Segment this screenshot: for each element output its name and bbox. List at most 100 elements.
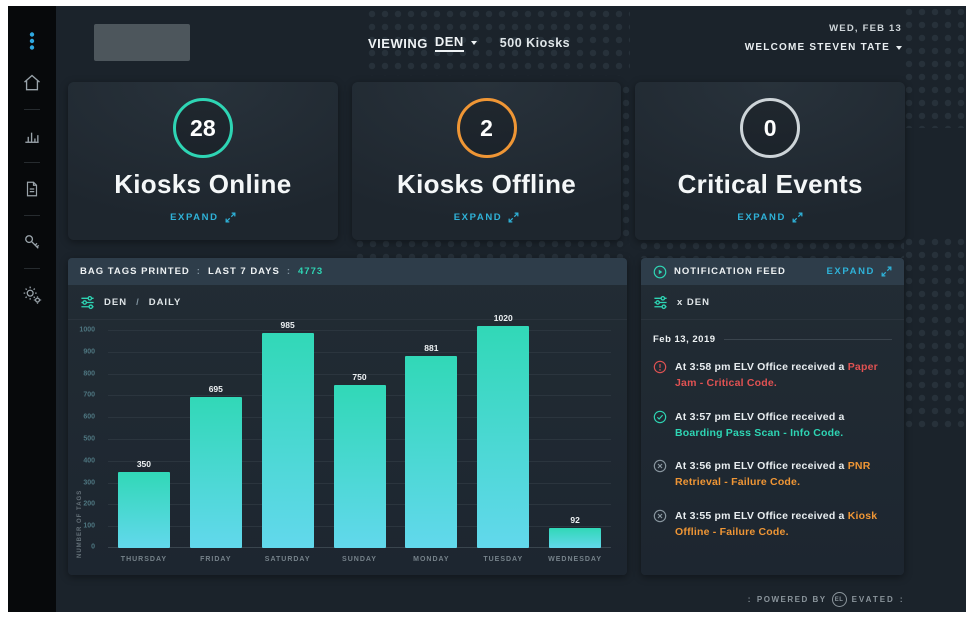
station-dropdown[interactable]: DEN (434, 34, 464, 52)
expand-label: EXPAND (453, 212, 503, 223)
stat-label: Kiosks Online (114, 169, 292, 199)
bar-column[interactable]: 92 (539, 330, 611, 548)
kiosk-count: 500 Kiosks (499, 36, 571, 50)
chevron-down-icon[interactable] (896, 45, 902, 50)
document-icon (26, 181, 38, 197)
decor-colon: : (747, 595, 752, 604)
notification-list: Feb 13, 2019 At 3:58 pm ELV Office recei… (641, 320, 904, 540)
x-circle-icon (653, 509, 667, 523)
notification-feed-title: NOTIFICATION FEED (674, 266, 786, 277)
sidebar-divider (24, 162, 40, 163)
bar-column[interactable]: 695 (180, 330, 252, 548)
x-axis-label: SATURDAY (264, 556, 311, 563)
bar[interactable] (117, 471, 170, 548)
bar-column[interactable]: 750 (324, 330, 396, 548)
notification-filter-bar: x DEN (641, 285, 904, 320)
y-tick-label: 800 (83, 370, 95, 378)
expand-label: EXPAND (737, 212, 786, 223)
feed-date-row: Feb 13, 2019 (653, 334, 892, 345)
powered-by-footer: : POWERED BY EL EVATED : (748, 592, 904, 607)
x-axis-label: WEDNESDAY (548, 556, 603, 563)
bar-column[interactable]: 1020 (467, 313, 539, 548)
filter-chip-den[interactable]: x DEN (677, 296, 710, 308)
y-tick-label: 1000 (79, 326, 95, 334)
chart-period[interactable]: DAILY (148, 296, 182, 308)
stat-value: 2 (480, 114, 493, 141)
x-axis-label: MONDAY (413, 556, 450, 563)
chart-title: BAG TAGS PRINTED (80, 266, 190, 277)
y-tick-label: 200 (83, 500, 95, 508)
powered-by-label: POWERED BY (756, 595, 827, 604)
notification-panel-header: NOTIFICATION FEED EXPAND (641, 258, 904, 285)
bar-column[interactable]: 985 (252, 320, 324, 548)
expand-label: EXPAND (170, 212, 219, 223)
expand-icon (225, 212, 236, 223)
sidebar-item-analytics[interactable] (20, 124, 44, 148)
expand-icon (792, 212, 803, 223)
filter-sliders-icon[interactable] (80, 295, 95, 310)
x-axis-labels: THURSDAY FRIDAY SATURDAY SUNDAY MONDAY TUESDA… (108, 556, 611, 563)
dot-pattern-decoration (356, 240, 630, 258)
expand-critical-events-button[interactable]: EXPAND (737, 212, 803, 223)
expand-kiosks-offline-button[interactable]: EXPAND (454, 212, 520, 223)
sidebar-item-reports[interactable] (20, 177, 44, 201)
x-axis-label: THURSDAY (120, 556, 168, 563)
feed-date: Feb 13, 2019 (653, 334, 716, 345)
y-tick-label: 0 (91, 543, 95, 551)
bar[interactable] (333, 384, 386, 548)
bar-plot: 350 695 985 750 881 1020 92 (108, 313, 611, 548)
notification-item[interactable]: At 3:56 pm ELV Office received a PNR Ret… (653, 458, 892, 491)
stat-value: 28 (190, 114, 216, 141)
y-tick-label: 900 (83, 348, 95, 356)
notification-item[interactable]: At 3:58 pm ELV Office received a Paper J… (653, 359, 892, 392)
bar[interactable] (261, 333, 314, 548)
home-icon (24, 74, 40, 91)
chart-panel-header: BAG TAGS PRINTED : LAST 7 DAYS : 4773 (68, 258, 627, 285)
alert-circle-icon (653, 360, 667, 374)
stat-label: Critical Events (677, 169, 863, 199)
sidebar-item-settings[interactable] (20, 283, 44, 307)
bar[interactable] (405, 355, 458, 548)
sidebar-item-access[interactable] (20, 230, 44, 254)
x-circle-icon (653, 459, 667, 473)
notification-item[interactable]: At 3:57 pm ELV Office received a Boardin… (653, 409, 892, 442)
notification-feed-panel: NOTIFICATION FEED EXPAND x DEN Feb 13, 2… (641, 258, 904, 575)
bar-column[interactable]: 881 (395, 330, 467, 548)
chevron-down-icon[interactable] (470, 41, 477, 45)
bag-tags-panel: BAG TAGS PRINTED : LAST 7 DAYS : 4773 DE… (68, 258, 627, 575)
sidebar-divider (24, 109, 40, 110)
check-circle-icon (653, 410, 667, 424)
notification-item[interactable]: At 3:55 pm ELV Office received a Kiosk O… (653, 508, 892, 541)
stat-label: Kiosks Offline (397, 169, 577, 199)
bar-chart-icon (25, 132, 39, 143)
y-tick-label: 100 (83, 522, 95, 530)
chart-scope[interactable]: DEN (104, 296, 128, 308)
kebab-menu-icon[interactable] (20, 29, 44, 53)
main-content: VIEWING DEN 500 Kiosks WED, FEB 13 WELCO… (56, 6, 966, 612)
stat-card-kiosks-online: 28 Kiosks Online EXPAND (68, 82, 338, 240)
filter-sliders-icon[interactable] (653, 295, 668, 310)
x-axis-label: SUNDAY (342, 556, 377, 563)
viewing-label: VIEWING (368, 35, 428, 51)
bar-value-label: 750 (352, 371, 367, 382)
gridline (108, 330, 611, 331)
bar[interactable] (189, 396, 242, 548)
sidebar-item-home[interactable] (20, 71, 44, 95)
chart-filter-bar: DEN / DAILY (68, 285, 627, 320)
bar[interactable] (477, 325, 530, 548)
separator: : (286, 266, 292, 277)
bar-column[interactable]: 350 (108, 330, 180, 548)
expand-notifications-button[interactable]: EXPAND (827, 266, 893, 277)
dot-pattern-decoration (622, 86, 636, 240)
play-circle-icon[interactable] (653, 265, 667, 279)
dot-pattern-decoration (368, 10, 630, 76)
dot-pattern-decoration (640, 242, 904, 258)
bar[interactable] (549, 527, 602, 548)
y-tick-label: 400 (83, 457, 95, 465)
stat-card-kiosks-offline: 2 Kiosks Offline EXPAND (351, 82, 622, 240)
expand-kiosks-online-button[interactable]: EXPAND (170, 212, 236, 223)
y-tick-label: 500 (83, 435, 95, 443)
stat-ring: 28 (172, 98, 233, 158)
user-menu[interactable]: WELCOME STEVEN TATE (745, 42, 902, 53)
bar-value-label: 695 (208, 383, 223, 394)
